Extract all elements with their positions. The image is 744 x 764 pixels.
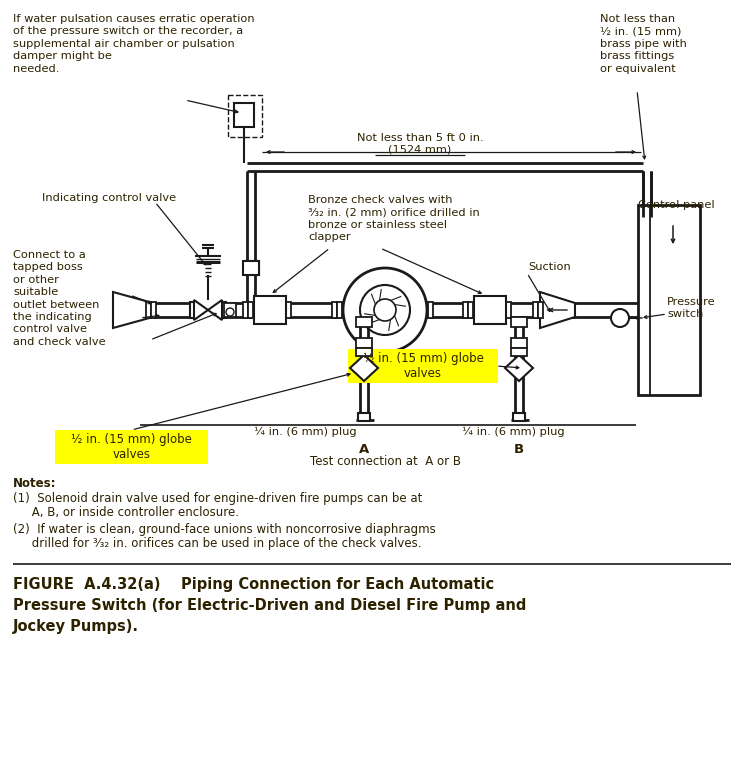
- Bar: [506, 302, 511, 318]
- Text: Bronze check valves with
³⁄₃₂ in. (2 mm) orifice drilled in
bronze or stainless : Bronze check valves with ³⁄₃₂ in. (2 mm)…: [308, 195, 480, 242]
- Text: If water pulsation causes erratic operation
of the pressure switch or the record: If water pulsation causes erratic operat…: [13, 14, 254, 73]
- Bar: [641, 207, 655, 221]
- Bar: [146, 302, 151, 318]
- Bar: [638, 205, 700, 395]
- Bar: [332, 302, 337, 318]
- Bar: [151, 302, 156, 318]
- Circle shape: [360, 285, 410, 335]
- Bar: [286, 302, 291, 318]
- Text: B: B: [514, 443, 524, 456]
- Bar: [220, 302, 226, 318]
- Bar: [511, 317, 527, 327]
- Bar: [474, 296, 506, 324]
- Bar: [468, 302, 473, 318]
- Text: Pressure
switch: Pressure switch: [667, 296, 716, 319]
- Text: drilled for ³⁄₃₂ in. orifices can be used in place of the check valves.: drilled for ³⁄₃₂ in. orifices can be use…: [13, 537, 422, 550]
- Bar: [55, 430, 208, 464]
- Text: Pressure Switch (for Electric-Driven and Diesel Fire Pump and: Pressure Switch (for Electric-Driven and…: [13, 598, 526, 613]
- Text: FIGURE  A.4.32(a)    Piping Connection for Each Automatic: FIGURE A.4.32(a) Piping Connection for E…: [13, 577, 494, 592]
- Text: (2)  If water is clean, ground-face unions with noncorrosive diaphragms: (2) If water is clean, ground-face union…: [13, 523, 436, 536]
- Bar: [234, 103, 254, 127]
- Text: Suction: Suction: [528, 262, 571, 272]
- Bar: [348, 349, 498, 383]
- Polygon shape: [505, 355, 533, 381]
- Bar: [501, 302, 506, 318]
- Text: ¼ in. (6 mm) plug: ¼ in. (6 mm) plug: [254, 427, 356, 437]
- Bar: [533, 302, 538, 318]
- Polygon shape: [113, 292, 153, 328]
- Bar: [224, 303, 236, 317]
- Bar: [511, 338, 527, 348]
- Circle shape: [226, 308, 234, 316]
- Circle shape: [343, 268, 427, 352]
- Bar: [538, 302, 543, 318]
- Bar: [245, 261, 259, 275]
- Polygon shape: [208, 300, 222, 320]
- Polygon shape: [350, 355, 378, 381]
- Bar: [358, 413, 370, 421]
- Bar: [423, 302, 428, 318]
- Circle shape: [611, 309, 629, 327]
- Text: Not less than
½ in. (15 mm)
brass pipe with
brass fittings
or equivalent: Not less than ½ in. (15 mm) brass pipe w…: [600, 14, 687, 73]
- Circle shape: [374, 299, 396, 321]
- Bar: [281, 302, 286, 318]
- Text: ½ in. (15 mm) globe
valves: ½ in. (15 mm) globe valves: [362, 352, 484, 380]
- Text: (1)  Solenoid drain valve used for engine-driven fire pumps can be at: (1) Solenoid drain valve used for engine…: [13, 492, 423, 505]
- Text: ¼ in. (6 mm) plug: ¼ in. (6 mm) plug: [462, 427, 564, 437]
- Bar: [356, 317, 372, 327]
- Text: Test connection at  A or B: Test connection at A or B: [310, 455, 461, 468]
- Bar: [254, 296, 286, 324]
- Bar: [463, 302, 468, 318]
- Text: A: A: [359, 443, 369, 456]
- Polygon shape: [540, 292, 575, 328]
- Bar: [190, 302, 196, 318]
- Bar: [428, 302, 433, 318]
- Bar: [356, 348, 372, 356]
- Text: (1524 mm): (1524 mm): [388, 145, 452, 155]
- Text: Notes:: Notes:: [13, 477, 57, 490]
- Text: Connect to a
tapped boss
or other
suitable
outlet between
the indicating
control: Connect to a tapped boss or other suitab…: [13, 250, 106, 347]
- Text: Control panel: Control panel: [638, 200, 715, 210]
- Bar: [243, 302, 248, 318]
- Bar: [511, 348, 527, 356]
- Bar: [356, 338, 372, 348]
- Text: A, B, or inside controller enclosure.: A, B, or inside controller enclosure.: [13, 506, 239, 519]
- Bar: [337, 302, 342, 318]
- Bar: [228, 95, 262, 137]
- Text: ½ in. (15 mm) globe
valves: ½ in. (15 mm) globe valves: [71, 433, 192, 461]
- Polygon shape: [194, 300, 208, 320]
- Text: Indicating control valve: Indicating control valve: [42, 193, 176, 203]
- Bar: [243, 261, 259, 275]
- Text: Not less than 5 ft 0 in.: Not less than 5 ft 0 in.: [356, 133, 484, 143]
- Bar: [513, 413, 525, 421]
- Text: Jockey Pumps).: Jockey Pumps).: [13, 619, 139, 634]
- Bar: [248, 302, 253, 318]
